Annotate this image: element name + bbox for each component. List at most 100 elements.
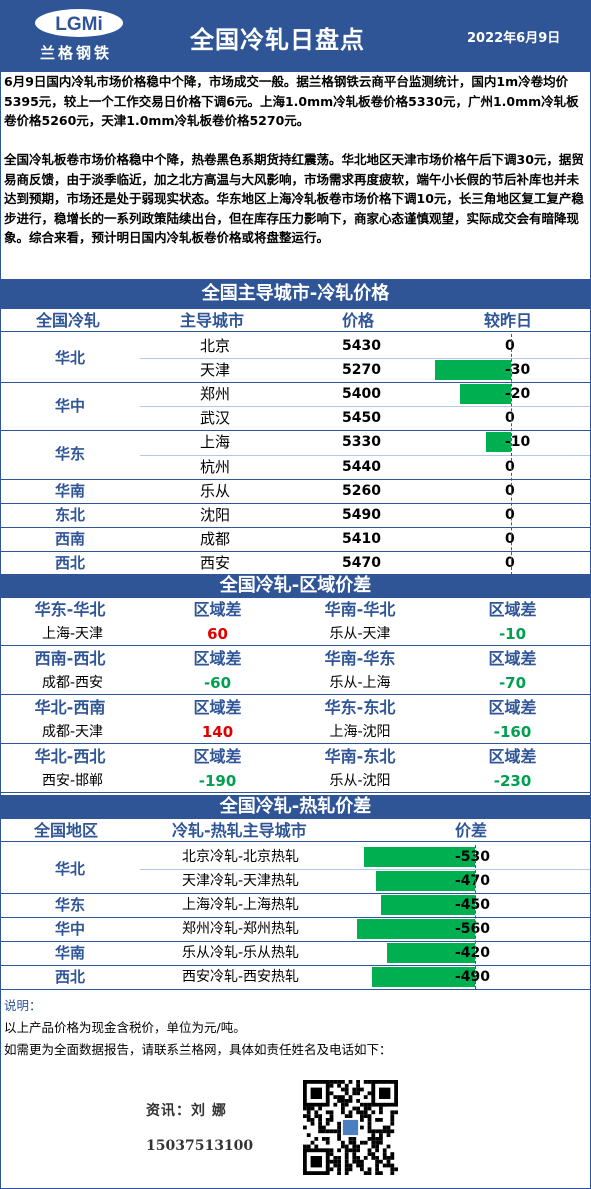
city-pair: 天津冷轧-天津热轧 — [182, 873, 300, 889]
city-pair: 郑州冷轧-郑州热轧 — [182, 921, 300, 937]
region-label: 华南 — [54, 481, 85, 500]
diff-label: 区域差 — [193, 649, 242, 668]
group-divider — [0, 382, 591, 384]
group-divider — [0, 917, 591, 918]
qr-code-icon[interactable] — [303, 1080, 398, 1175]
city-pair: 上海-沈阳 — [329, 724, 391, 740]
diff-value: -70 — [498, 674, 527, 692]
city-pair: 乐从-沈阳 — [329, 773, 391, 789]
diff-label: 区域差 — [488, 600, 537, 619]
city-name: 武汉 — [200, 409, 231, 428]
change-value: 0 — [505, 554, 515, 571]
contact-name: 资讯：刘 娜 — [146, 1103, 227, 1119]
city-name: 杭州 — [200, 457, 231, 476]
regional-value-row: 成都-天津 140 上海-沈阳 -160 — [0, 720, 591, 744]
diff-label: 区域差 — [193, 600, 242, 619]
diff-value: -10 — [498, 625, 527, 643]
lange-logo: LGMi 兰格钢铁 — [34, 8, 124, 66]
group-divider — [0, 941, 591, 942]
row-divider — [140, 358, 591, 360]
regional-head-row: 华北-西南 区域差 华东-东北 区域差 — [0, 696, 591, 720]
group-divider — [0, 965, 591, 966]
price-section-title: 全国主导城市-冷轧价格 — [0, 279, 591, 309]
city-price: 5450 — [342, 410, 381, 427]
city-price: 5470 — [342, 554, 381, 571]
group-divider — [0, 989, 591, 990]
region-pair: 华南-华东 — [324, 649, 396, 668]
header-banner: LGMi 兰格钢铁 全国冷轧日盘点 2022年6月9日 — [0, 0, 591, 72]
region-pair: 华东-东北 — [324, 698, 396, 717]
logo-mark-icon: LGMi — [35, 9, 123, 37]
header-change: 较昨日 — [484, 311, 533, 330]
region-pair: 华南-华北 — [324, 600, 396, 619]
hotcold-table-header: 全国地区 冷轧-热轧主导城市 价差 — [0, 820, 591, 842]
diff-label: 区域差 — [488, 747, 537, 766]
regional-head-row: 西南-西北 区域差 华南-华东 区域差 — [0, 647, 591, 671]
spread-value: -470 — [455, 873, 491, 889]
city-price: 5490 — [342, 506, 381, 523]
zero-axis — [511, 334, 512, 575]
report-date: 2022年6月9日 — [467, 31, 561, 46]
header-city: 主导城市 — [180, 311, 245, 330]
city-name: 成都 — [200, 529, 231, 548]
group-divider — [0, 526, 591, 528]
city-price: 5400 — [342, 386, 381, 403]
group-divider — [0, 893, 591, 894]
region-pair: 华东-华北 — [34, 600, 106, 619]
notes: 说明： 以上产品价格为现金含税价，单位为元/吨。 如需更为全面数据报告，请联系兰… — [4, 995, 588, 1061]
city-name: 沈阳 — [200, 505, 231, 524]
change-bar — [485, 432, 511, 453]
region-label: 西南 — [54, 529, 85, 548]
region-label: 华中 — [54, 397, 85, 416]
city-name: 天津 — [200, 361, 231, 380]
region-label: 东北 — [54, 505, 85, 524]
city-name: 西安 — [200, 553, 231, 572]
change-value: 0 — [505, 458, 515, 475]
header-area: 全国地区 — [34, 821, 99, 840]
region-label: 西北 — [54, 553, 85, 572]
city-price: 5430 — [342, 338, 381, 354]
regional-value-row: 西安-邯郸 -190 乐从-沈阳 -230 — [0, 769, 591, 793]
region-pair: 华北-西北 — [34, 747, 106, 766]
change-value: -20 — [505, 386, 531, 403]
city-pair: 北京冷轧-北京热轧 — [182, 849, 300, 865]
regional-value-row: 成都-西安 -60 乐从-上海 -70 — [0, 671, 591, 695]
price-table-header: 全国冷轧 主导城市 价格 较昨日 — [0, 310, 591, 332]
spread-bar — [372, 967, 475, 987]
city-pair: 上海冷轧-上海热轧 — [182, 897, 300, 913]
city-pair: 成都-西安 — [41, 675, 104, 691]
diff-value: 60 — [207, 625, 228, 643]
city-pair: 乐从冷轧-乐从热轧 — [182, 945, 300, 961]
diff-label: 区域差 — [193, 747, 242, 766]
region-label: 华东 — [54, 445, 85, 464]
market-summary: 6月9日国内冷轧市场价格稳中个降，市场成交一般。据兰格钢铁云商平台监测统计，国内… — [4, 72, 588, 248]
region-label: 华北 — [54, 349, 85, 367]
hotcold-section-title: 全国冷轧-热轧价差 — [0, 795, 591, 819]
row-divider — [140, 406, 591, 408]
change-bar — [460, 384, 511, 405]
change-value: 0 — [505, 530, 515, 547]
logo-mark-text: LGMi — [55, 14, 103, 35]
city-name: 北京 — [200, 337, 231, 355]
zero-axis — [475, 845, 476, 989]
diff-value: -230 — [493, 772, 532, 790]
region-label: 华中 — [54, 920, 85, 938]
city-pair: 乐从-上海 — [329, 675, 391, 691]
logo-text: 兰格钢铁 — [40, 44, 113, 62]
notes-line-2: 如需更为全面数据报告，请联系兰格网，具体如责任姓名及电话如下： — [4, 1042, 392, 1057]
change-value: 0 — [505, 338, 515, 354]
contact-phone: 15037513100 — [146, 1138, 254, 1154]
summary-paragraph-2: 全国冷轧板卷市场价格稳中个降，热卷黑色系期货持红震荡。华北地区天津市场价格午后下… — [4, 152, 584, 245]
change-value: -30 — [505, 362, 531, 379]
region-label: 华东 — [54, 896, 85, 914]
spread-value: -420 — [455, 945, 491, 961]
row-divider — [140, 454, 591, 456]
group-divider — [0, 478, 591, 480]
spread-bar — [380, 895, 475, 915]
city-name: 郑州 — [200, 385, 231, 404]
diff-label: 区域差 — [488, 649, 537, 668]
region-label: 西北 — [54, 968, 85, 986]
notes-line-1: 以上产品价格为现金含税价，单位为元/吨。 — [4, 1020, 246, 1035]
change-value: 0 — [505, 482, 515, 499]
diff-label: 区域差 — [193, 698, 242, 717]
